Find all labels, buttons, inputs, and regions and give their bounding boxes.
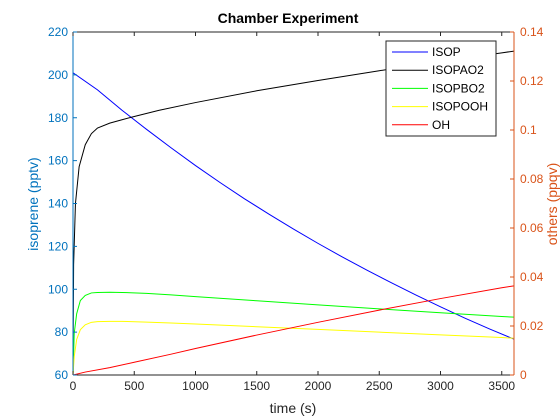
right-tick-label: 0.1 [520,123,537,137]
chart-title: Chamber Experiment [218,10,359,26]
right-tick-label: 0.02 [520,319,544,333]
x-tick-label: 1000 [182,379,209,393]
series-line-isop [73,72,514,340]
x-tick-label: 3500 [488,379,515,393]
left-tick-label: 100 [48,282,68,296]
right-tick-label: 0.08 [520,172,544,186]
left-tick-label: 160 [48,154,68,168]
left-tick-label: 60 [55,368,69,382]
right-axis-label: others (ppqv) [544,163,560,245]
x-tick-label: 500 [124,379,144,393]
left-tick-label: 140 [48,197,68,211]
legend-label-isopao2: ISOPAO2 [432,63,484,77]
axes-layer: 0 500 1000 1500 2000 2500 3000 3500608010012014… [48,25,544,393]
right-tick-label: 0.12 [520,74,544,88]
x-tick-label: 0 [70,379,77,393]
legend-label-isop: ISOP [432,45,461,59]
right-tick-label: 0.06 [520,221,544,235]
left-tick-label: 200 [48,68,68,82]
x-tick-label: 1500 [243,379,270,393]
series-line-isopbo2 [73,291,514,375]
left-axis-label: isoprene (pptv) [25,157,41,250]
left-tick-label: 80 [55,325,69,339]
series-line-isopooh [73,320,514,375]
left-tick-label: 180 [48,111,68,125]
right-tick-label: 0 [520,368,527,382]
legend: ISOP ISOPAO2 ISOPBO2 ISOPOOH OH [385,40,497,137]
x-axis-label: time (s) [270,400,317,416]
x-tick-label: 3000 [427,379,454,393]
series-line-oh [73,285,514,375]
left-tick-label: 220 [48,25,68,39]
x-tick-label: 2000 [305,379,332,393]
left-tick-label: 120 [48,239,68,253]
legend-label-isopbo2: ISOPBO2 [432,81,485,95]
legend-label-isopooh: ISOPOOH [432,100,488,114]
legend-label-oh: OH [432,118,450,132]
right-tick-label: 0.14 [520,25,544,39]
x-tick-label: 2500 [366,379,393,393]
right-tick-label: 0.04 [520,270,544,284]
